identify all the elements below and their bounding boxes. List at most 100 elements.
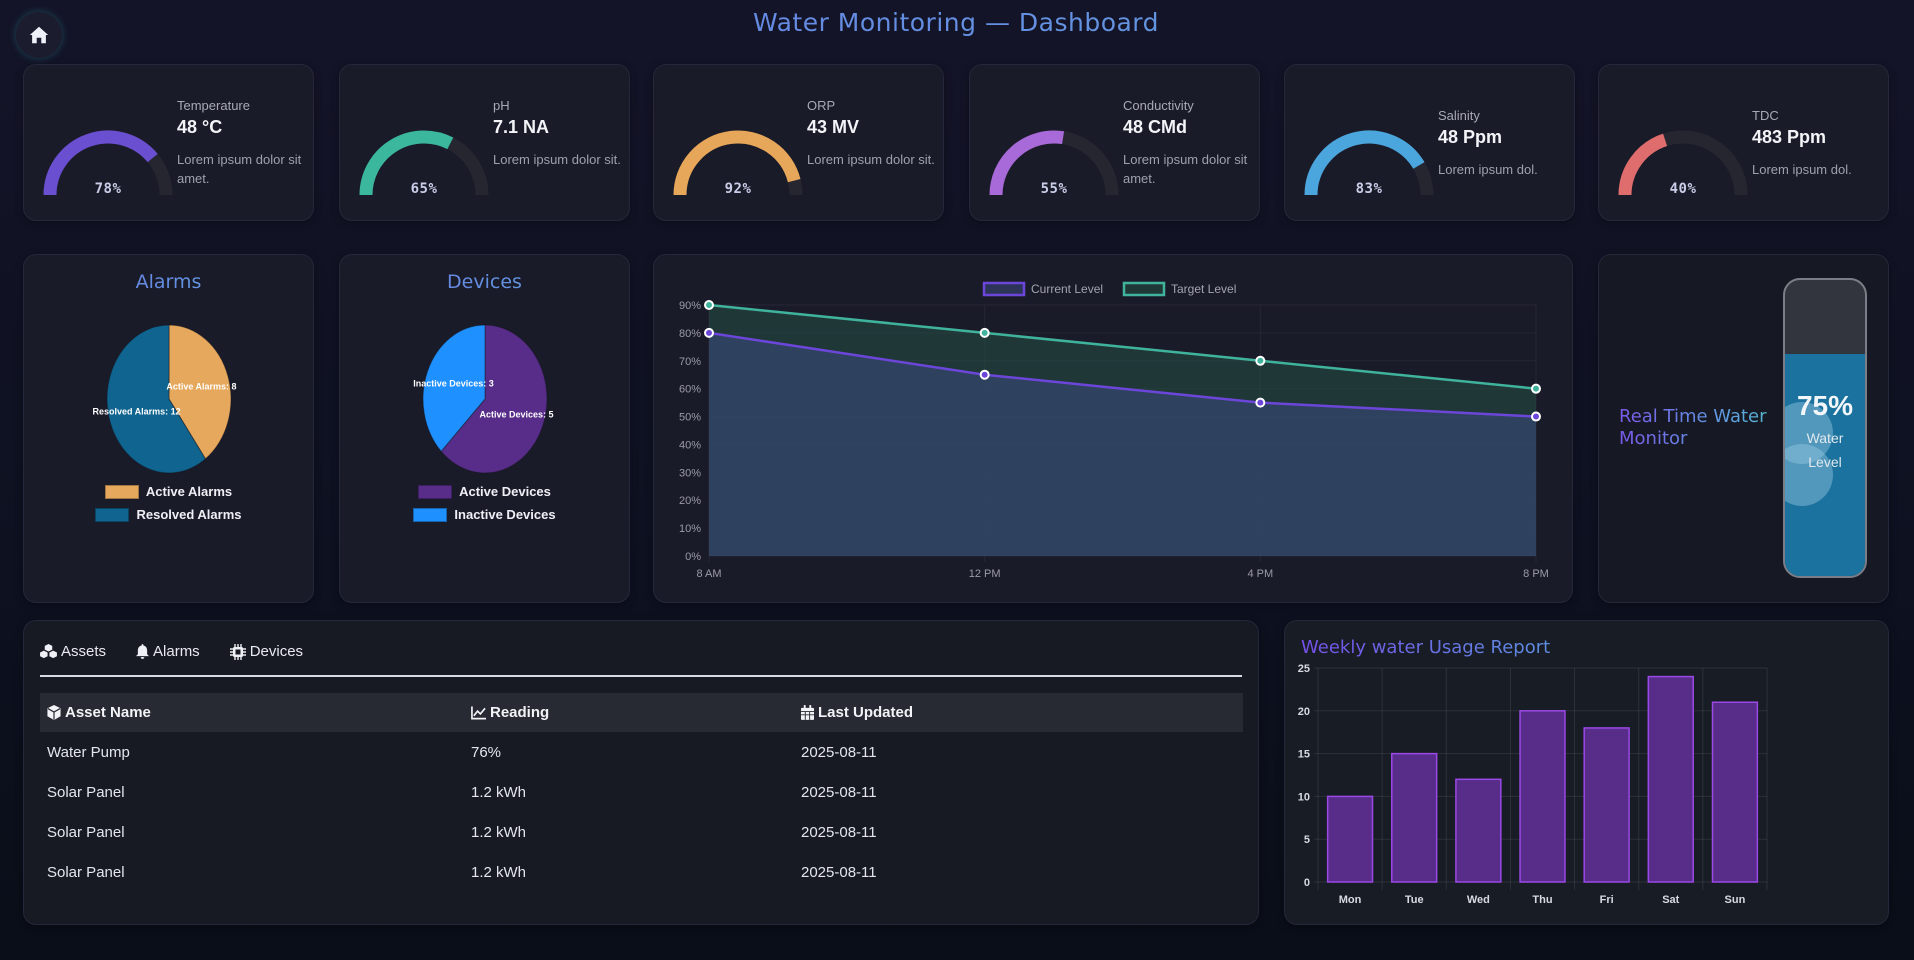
gauge (989, 130, 1119, 196)
pie-slice-active-alarms[interactable] (168, 324, 232, 460)
x-tick-label: 8 AM (696, 568, 721, 580)
pie-slice-inactive-devices[interactable] (422, 324, 486, 453)
legend-swatch (104, 484, 139, 499)
tab-alarms-label: Alarms (153, 643, 200, 660)
water-monitor-card: Real Time Water Monitor 75% Water Level (1598, 254, 1889, 603)
legend-item[interactable]: Active Devices (418, 484, 551, 499)
bar-sat[interactable] (1647, 675, 1694, 883)
y-tick-label: 20 (1298, 706, 1310, 718)
sensor-info: ORP 43 MV Lorem ipsum dolor sit. (807, 98, 937, 169)
tab-bar: Assets Alarms Devices (40, 643, 303, 660)
pie-slice-active-devices[interactable] (440, 324, 548, 474)
devices-title: Devices (340, 271, 629, 293)
table-row[interactable]: Solar Panel 1.2 kWh 2025-08-11 (40, 772, 1243, 812)
y-tick-label: 60% (679, 384, 701, 396)
column-asset-name[interactable]: Asset Name (40, 693, 464, 732)
bar-fri[interactable] (1583, 727, 1630, 883)
sensor-card-salinity: 83% Salinity 48 Ppm Lorem ipsum dol. (1284, 64, 1575, 221)
bar-thu[interactable] (1519, 710, 1566, 883)
data-point[interactable] (979, 327, 990, 338)
area-current-level (709, 332, 1536, 556)
sensor-value: 43 MV (807, 117, 860, 137)
column-reading[interactable]: Reading (464, 693, 794, 732)
cell-last-updated: 2025-08-11 (801, 863, 877, 881)
sensor-label: Temperature (177, 98, 250, 113)
data-point[interactable] (1255, 355, 1266, 366)
devices-legend: Active Devices Inactive Devices (340, 484, 629, 522)
sensor-card-tdc: 40% TDC 483 Ppm Lorem ipsum dol. (1598, 64, 1889, 221)
table-header-row: Asset Name Reading (40, 693, 1243, 732)
data-point[interactable] (1255, 397, 1266, 408)
gauge-percent: 92% (724, 181, 752, 197)
cell-asset-name: Solar Panel (47, 863, 125, 881)
tab-devices[interactable]: Devices (229, 643, 303, 660)
table-row[interactable]: Solar Panel 1.2 kWh 2025-08-11 (40, 812, 1243, 852)
legend-label: Resolved Alarms (136, 507, 242, 522)
alarms-legend: Active Alarms Resolved Alarms (24, 484, 313, 522)
data-point[interactable] (1531, 411, 1541, 422)
table-row[interactable]: Water Pump 76% 2025-08-11 (40, 732, 1243, 772)
sensor-card-conductivity: 55% Conductivity 48 CMd Lorem ipsum dolo… (969, 64, 1260, 221)
legend-item[interactable]: Active Alarms (104, 484, 232, 499)
bar-wed[interactable] (1455, 778, 1502, 883)
gauge (43, 130, 173, 196)
sensor-value: 7.1 NA (493, 117, 550, 137)
bar-tue[interactable] (1391, 752, 1438, 883)
gauge-fill (359, 130, 454, 196)
home-button[interactable] (16, 12, 62, 58)
bell-icon (136, 644, 150, 659)
alarms-card: Alarms Active Alarms: 8 Resolved Alarms: … (23, 254, 314, 603)
devices-card: Devices Active Devices: 5 Inactive Device… (339, 254, 630, 603)
legend-item[interactable]: Resolved Alarms (95, 507, 242, 522)
legend-swatch[interactable] (982, 281, 1026, 297)
gauge-fill (989, 130, 1065, 196)
legend-swatch (418, 484, 453, 499)
gauge-percent: 65% (410, 181, 438, 197)
data-point[interactable] (704, 327, 714, 338)
x-tick-label: Tue (1405, 894, 1424, 906)
water-level-chart-card: 0% 10% 20% 30% 40% 50% 60% 70% 80% 90% 8 AM 12 PM 4 … (653, 254, 1573, 603)
legend-label[interactable]: Current Level (1031, 282, 1103, 296)
cell-last-updated: 2025-08-11 (801, 743, 877, 761)
x-tick-label: Thu (1532, 894, 1552, 906)
x-tick-label: Sun (1725, 894, 1746, 906)
bar-mon[interactable] (1326, 795, 1374, 883)
sensor-description: Lorem ipsum dolor sit amet. (177, 152, 302, 186)
table-row[interactable]: Solar Panel 1.2 kWh 2025-08-11 (40, 852, 1243, 892)
tab-assets[interactable]: Assets (40, 643, 106, 660)
alarms-pie-chart: Active Alarms: 8 Resolved Alarms: 12 (92, 324, 237, 474)
gauge-fill (673, 130, 801, 196)
y-tick-label: 40% (679, 439, 701, 451)
sensor-value: 48 °C (177, 117, 223, 137)
x-tick-label: 8 PM (1523, 568, 1549, 580)
sensor-label: ORP (807, 98, 836, 113)
column-asset-name-label: Asset Name (65, 704, 151, 721)
sensor-info: TDC 483 Ppm Lorem ipsum dol. (1752, 108, 1882, 179)
gauge-percent: 83% (1355, 181, 1383, 197)
data-point[interactable] (979, 369, 990, 380)
water-level-percent: 75% (1796, 390, 1854, 421)
legend-swatch (95, 507, 130, 522)
column-last-updated[interactable]: Last Updated (794, 693, 1243, 732)
gauge (673, 130, 803, 196)
legend-item[interactable]: Inactive Devices (413, 507, 556, 522)
legend-swatch[interactable] (1122, 281, 1166, 297)
sensor-description: Lorem ipsum dol. (1752, 162, 1852, 177)
x-tick-label: 4 PM (1247, 568, 1273, 580)
gauge-percent: 55% (1040, 181, 1068, 197)
data-point[interactable] (704, 300, 714, 310)
cell-asset-name: Solar Panel (47, 823, 125, 841)
legend-label[interactable]: Target Level (1171, 282, 1236, 296)
bar-sun[interactable] (1711, 701, 1759, 883)
y-tick-label: 50% (679, 412, 701, 424)
tab-alarms[interactable]: Alarms (136, 643, 200, 660)
pie-slice-resolved-alarms[interactable] (106, 324, 207, 474)
sensor-info: Conductivity 48 CMd Lorem ipsum dolor si… (1123, 98, 1253, 188)
x-tick-label: Mon (1339, 894, 1362, 906)
cell-asset-name: Water Pump (47, 743, 130, 761)
cell-reading: 1.2 kWh (471, 863, 527, 881)
data-point[interactable] (1531, 383, 1541, 394)
sensor-label: Conductivity (1123, 98, 1194, 113)
y-tick-label: 10 (1298, 791, 1310, 803)
water-level-caption-2: Level (1808, 454, 1842, 470)
